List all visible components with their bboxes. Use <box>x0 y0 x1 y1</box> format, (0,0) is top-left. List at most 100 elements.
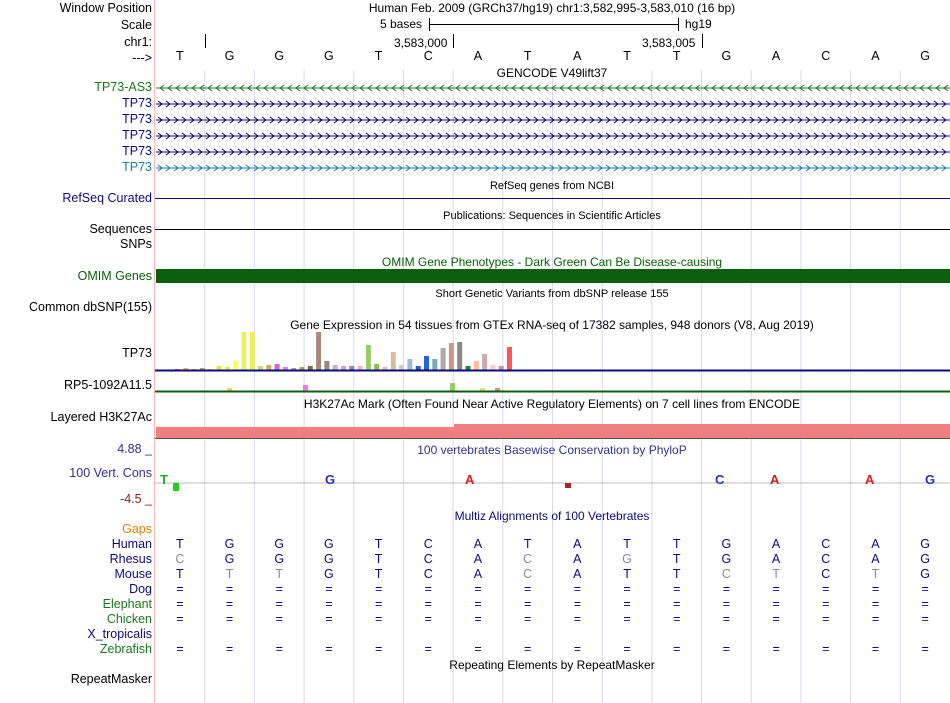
gencode-transcript-line[interactable] <box>155 114 950 126</box>
publications-track-line[interactable] <box>155 229 950 230</box>
gtex-tissue-bar[interactable] <box>307 366 313 370</box>
gencode-gene-label[interactable]: TP73-AS3 <box>94 80 152 94</box>
gtex-tissue-bar[interactable] <box>440 348 446 370</box>
gtex-track-title[interactable]: Gene Expression in 54 tissues from GTEx … <box>290 318 814 332</box>
multiz-species-label[interactable]: Rhesus <box>109 552 152 566</box>
gtex-tissue-bar[interactable] <box>258 366 263 370</box>
phylop-track-title[interactable]: 100 vertebrates Basewise Conservation by… <box>417 443 687 457</box>
gtex-tissue-bar[interactable] <box>282 367 288 370</box>
gencode-gene-label[interactable]: TP73 <box>122 96 152 110</box>
gencode-transcript-line[interactable] <box>155 82 950 94</box>
multiz-aligned-base: = <box>325 582 333 596</box>
gtex-tissue-bar[interactable] <box>341 366 346 370</box>
gtex-tissue-bar[interactable] <box>241 332 247 370</box>
gtex-tissue-bar[interactable] <box>303 385 308 391</box>
multiz-species-label[interactable]: X_tropicalis <box>87 627 152 641</box>
gtex-tissue-bar[interactable] <box>274 364 280 370</box>
multiz-species-label[interactable]: Dog <box>129 582 152 596</box>
repeatmasker-track-label[interactable]: RepeatMasker <box>70 672 152 686</box>
gencode-transcript-line[interactable] <box>155 162 950 174</box>
multiz-species-label[interactable]: Chicken <box>106 612 152 626</box>
pos-tick-1-label: 3,583,000 <box>394 36 448 50</box>
gtex-tissue-bar[interactable] <box>498 366 504 370</box>
gtex-tissue-bar[interactable] <box>249 332 255 370</box>
gtex-tissue-bar[interactable] <box>482 354 488 370</box>
gtex-tissue-bar[interactable] <box>365 345 371 370</box>
dbsnp-track-label[interactable]: Common dbSNP(155) <box>29 300 152 314</box>
omim-track-title[interactable]: OMIM Gene Phenotypes - Dark Green Can Be… <box>381 255 723 269</box>
gtex-expression-bars[interactable] <box>155 330 950 394</box>
gtex-tissue-bar[interactable] <box>349 366 355 370</box>
refseq-track-label[interactable]: RefSeq Curated <box>62 191 152 205</box>
gencode-gene-label[interactable]: TP73 <box>122 112 152 126</box>
gtex-tissue-bar[interactable] <box>332 365 338 370</box>
gencode-track-title[interactable]: GENCODE V49lift37 <box>496 66 608 80</box>
h3k27ac-track-label[interactable]: Layered H3K27Ac <box>50 410 152 424</box>
multiz-species-label[interactable]: Zebrafish <box>99 642 152 656</box>
gtex-tissue-bar[interactable] <box>465 366 471 370</box>
gtex-tissue-bar[interactable] <box>495 388 500 391</box>
gtex-gene-label-tp73[interactable]: TP73 <box>122 346 152 360</box>
h3k27ac-signal-right[interactable] <box>454 424 950 438</box>
snps-track-label[interactable]: SNPs <box>120 237 152 251</box>
gencode-gene-label[interactable]: TP73 <box>122 160 152 174</box>
multiz-aligned-base: = <box>325 597 333 611</box>
gtex-tissue-bar[interactable] <box>448 343 454 370</box>
gtex-tissue-bar[interactable] <box>399 365 405 370</box>
refseq-track-line[interactable] <box>155 198 950 199</box>
publications-track-title[interactable]: Publications: Sequences in Scientific Ar… <box>443 210 661 222</box>
gtex-tissue-bar[interactable] <box>473 361 479 370</box>
gtex-tissue-bar[interactable] <box>390 352 396 370</box>
gtex-tissue-bar[interactable] <box>457 342 463 370</box>
gencode-transcript-line[interactable] <box>155 146 950 158</box>
gtex-tissue-bar[interactable] <box>424 356 429 370</box>
gtex-tissue-bar[interactable] <box>357 366 363 370</box>
multiz-species-label[interactable]: Human <box>111 537 152 551</box>
gtex-tissue-bar[interactable] <box>316 332 322 370</box>
multiz-aligned-base: = <box>176 612 184 626</box>
multiz-aligned-base: A <box>871 537 880 551</box>
gtex-tissue-bar[interactable] <box>299 367 305 370</box>
gencode-transcript-line[interactable] <box>155 130 950 142</box>
gtex-tissue-bar[interactable] <box>216 366 222 370</box>
h3k27ac-track-title[interactable]: H3K27Ac Mark (Often Found Near Active Re… <box>303 397 801 411</box>
gtex-tissue-bar[interactable] <box>432 359 438 370</box>
gencode-gene-label[interactable]: TP73 <box>122 144 152 158</box>
gtex-tissue-bar[interactable] <box>507 347 512 370</box>
dbsnp-track-title[interactable]: Short Genetic Variants from dbSNP releas… <box>435 288 669 300</box>
gtex-tissue-bar[interactable] <box>480 388 485 391</box>
publications-track-label[interactable]: Sequences <box>89 222 152 236</box>
multiz-species-label[interactable]: Elephant <box>102 597 152 611</box>
gtex-tissue-bar[interactable] <box>415 366 421 370</box>
repeatmasker-track-title[interactable]: Repeating Elements by RepeatMasker <box>449 658 655 672</box>
gtex-tissue-bar[interactable] <box>490 365 496 370</box>
phylop-track-label[interactable]: 100 Vert. Cons <box>69 466 152 480</box>
gencode-gene-label[interactable]: TP73 <box>122 128 152 142</box>
gtex-tissue-bar[interactable] <box>199 368 205 370</box>
refseq-track-title[interactable]: RefSeq genes from NCBI <box>489 180 615 192</box>
gtex-tissue-bar[interactable] <box>407 359 413 370</box>
multiz-track-title[interactable]: Multiz Alignments of 100 Vertebrates <box>454 509 650 523</box>
multiz-aligned-base: T <box>623 537 631 551</box>
multiz-species-label[interactable]: Mouse <box>114 567 152 581</box>
omim-track-label[interactable]: OMIM Genes <box>77 269 152 283</box>
gtex-tissue-bar[interactable] <box>382 367 388 370</box>
gaps-label[interactable]: Gaps <box>122 522 152 536</box>
gtex-tissue-bar[interactable] <box>374 364 380 370</box>
gtex-tissue-bar[interactable] <box>450 383 455 391</box>
scale-label: Scale <box>120 18 152 32</box>
gtex-tissue-bar[interactable] <box>266 365 272 370</box>
gtex-tissue-bar[interactable] <box>183 368 189 370</box>
sequence-base: T <box>623 49 631 63</box>
gtex-tissue-bar[interactable] <box>324 361 330 370</box>
omim-track-bar[interactable] <box>156 269 950 283</box>
multiz-aligned-base: = <box>275 597 283 611</box>
gtex-tissue-bar[interactable] <box>227 388 232 391</box>
gtex-tissue-bar[interactable] <box>233 361 239 370</box>
gtex-tissue-bar[interactable] <box>224 367 230 370</box>
gtex-gene-label-rp5[interactable]: RP5-1092A11.5 <box>63 378 152 392</box>
h3k27ac-signal-left[interactable] <box>156 427 454 438</box>
gencode-transcript-line[interactable] <box>155 98 950 110</box>
gtex-tissue-bar[interactable] <box>291 368 297 370</box>
